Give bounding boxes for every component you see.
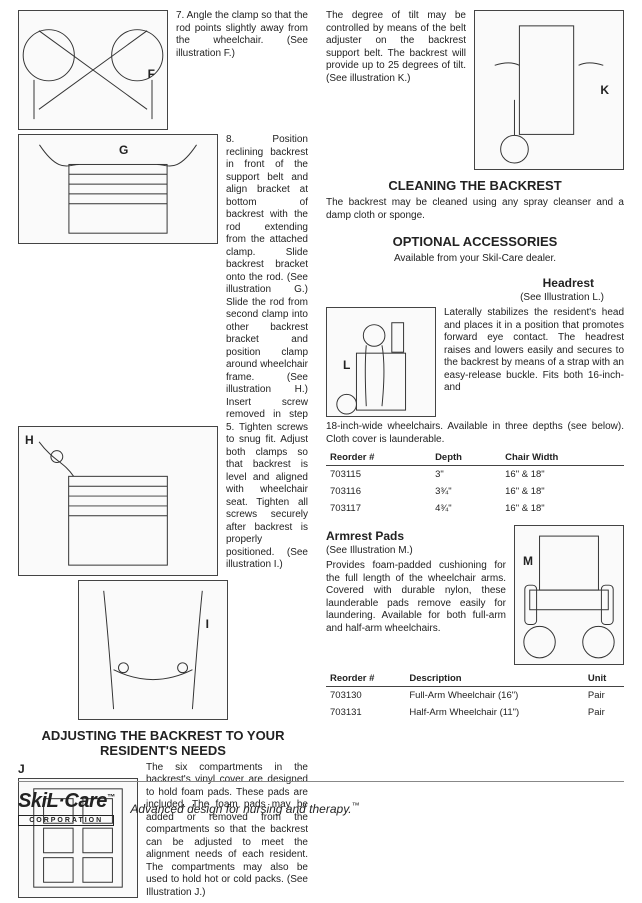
th-reorder: Reorder # <box>326 671 405 687</box>
sketch-placeholder-icon <box>19 135 217 243</box>
cleaning-title: CLEANING THE BACKREST <box>326 178 624 193</box>
fig-label-h: H <box>25 433 34 447</box>
fig-label-f: F <box>148 67 155 81</box>
table-row: 703116 3¾" 16" & 18" <box>326 483 624 500</box>
illustration-l: L <box>326 307 436 417</box>
trademark-icon: ™ <box>107 792 115 801</box>
th-description: Description <box>405 671 584 687</box>
brand-name: SkiL·Care <box>18 790 107 812</box>
illustration-m: M <box>514 525 624 665</box>
brand-logo: SkiL·Care™ CORPORATION <box>18 790 114 826</box>
armrest-block: M Armrest Pads (See Illustration M.) Pro… <box>326 525 624 721</box>
illustration-i: I <box>78 580 228 720</box>
row-step-7: F 7. Angle the clamp so that the rod poi… <box>18 10 308 130</box>
table-header-row: Reorder # Depth Chair Width <box>326 450 624 466</box>
page: F 7. Angle the clamp so that the rod poi… <box>0 0 642 903</box>
step-8-text: 8. Position reclining backrest in front … <box>226 134 308 572</box>
footer-tagline: Advanced design for nursing and therapy.… <box>130 801 359 816</box>
sketch-placeholder-icon <box>19 427 217 575</box>
accessories-title: OPTIONAL ACCESSORIES <box>326 234 624 249</box>
headrest-table: Reorder # Depth Chair Width 703115 3" 16… <box>326 450 624 517</box>
cleaning-body: The backrest may be cleaned using any sp… <box>326 197 624 222</box>
table-row: 703117 4¾" 16" & 18" <box>326 500 624 517</box>
right-column: The degree of tilt may be controlled by … <box>326 10 624 903</box>
th-chair-width: Chair Width <box>501 450 624 466</box>
armrest-table: Reorder # Description Unit 703130 Full-A… <box>326 671 624 721</box>
headrest-title: Headrest <box>326 276 624 290</box>
row-tilt: The degree of tilt may be controlled by … <box>326 10 624 170</box>
headrest-body-side: Laterally stabilizes the resident's head… <box>444 307 624 395</box>
headrest-see: (See Illustration L.) <box>326 292 624 303</box>
th-unit: Unit <box>584 671 624 687</box>
th-reorder: Reorder # <box>326 450 431 466</box>
step-7-text: 7. Angle the clamp so that the rod point… <box>176 10 308 60</box>
th-depth: Depth <box>431 450 501 466</box>
illustration-h: H <box>18 426 218 576</box>
headrest-body-below: 18-inch-wide wheelchairs. Available in t… <box>326 421 624 446</box>
fig-label-j: J <box>18 762 138 776</box>
headrest-row: L Laterally stabilizes the resident's he… <box>326 307 624 417</box>
fig-label-k: K <box>600 83 609 97</box>
trademark-icon: ™ <box>352 801 360 810</box>
brand-corp: CORPORATION <box>18 815 114 826</box>
left-column: F 7. Angle the clamp so that the rod poi… <box>18 10 308 903</box>
headrest-block: Headrest (See Illustration L.) L Lateral… <box>326 272 624 517</box>
fig-label-m: M <box>523 554 533 568</box>
illustration-g: G <box>18 134 218 244</box>
illustration-f: F <box>18 10 168 130</box>
sketch-placeholder-icon <box>515 526 623 664</box>
table-row: 703115 3" 16" & 18" <box>326 466 624 484</box>
accessories-subtitle: Available from your Skil-Care dealer. <box>326 253 624 264</box>
table-header-row: Reorder # Description Unit <box>326 671 624 687</box>
sketch-placeholder-icon <box>79 581 227 719</box>
adjusting-title: ADJUSTING THE BACKREST TO YOUR RESIDENT'… <box>18 728 308 758</box>
fig-label-i: I <box>206 617 209 631</box>
sketch-placeholder-icon <box>19 11 167 129</box>
table-row: 703131 Half-Arm Wheelchair (11") Pair <box>326 704 624 721</box>
fig-label-l: L <box>343 358 350 372</box>
tilt-text: The degree of tilt may be controlled by … <box>326 10 466 85</box>
illustration-k: K <box>474 10 624 170</box>
fig-label-g: G <box>119 143 128 157</box>
page-footer: SkiL·Care™ CORPORATION Advanced design f… <box>18 781 624 826</box>
table-row: 703130 Full-Arm Wheelchair (16") Pair <box>326 687 624 705</box>
